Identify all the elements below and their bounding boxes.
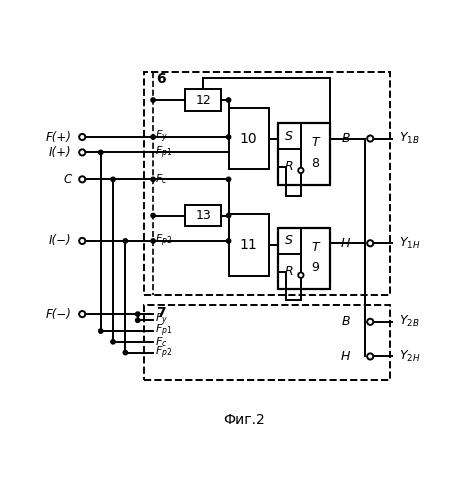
Circle shape [151,239,155,243]
Circle shape [227,214,231,218]
Text: I(−): I(−) [49,234,71,248]
Circle shape [367,318,373,325]
Text: S: S [286,130,293,142]
Circle shape [227,177,231,182]
Circle shape [136,318,140,322]
Text: $Y_{1B}$: $Y_{1B}$ [399,131,420,146]
Text: $F_y$: $F_y$ [155,129,169,145]
Circle shape [151,135,155,139]
Text: F(+): F(+) [46,130,71,143]
Text: B: B [341,132,350,145]
Text: B: B [341,316,350,328]
Text: 10: 10 [240,132,258,145]
Bar [278,228,330,290]
Bar [186,205,221,227]
Circle shape [99,329,103,333]
Text: Фиг.2: Фиг.2 [223,414,265,428]
Circle shape [123,350,128,355]
Text: T: T [312,136,319,149]
Text: R: R [285,160,294,173]
Circle shape [111,340,115,344]
Text: $F_{p2}$: $F_{p2}$ [155,233,173,249]
Circle shape [367,354,373,360]
Circle shape [123,239,128,243]
Text: $F_{p2}$: $F_{p2}$ [155,344,173,361]
Text: F(−): F(−) [46,308,71,320]
Bar [144,305,390,380]
Circle shape [151,98,155,102]
Bar [228,108,268,170]
Bar [228,214,268,276]
Circle shape [79,238,85,244]
Circle shape [227,98,231,102]
Text: 7: 7 [156,306,166,320]
Circle shape [367,240,373,246]
Text: H: H [341,350,350,363]
Text: I(+): I(+) [49,146,71,159]
Circle shape [79,134,85,140]
Text: 13: 13 [195,209,211,222]
Circle shape [79,176,85,182]
Text: C: C [63,173,71,186]
Text: R: R [285,265,294,278]
Text: S: S [286,234,293,248]
Circle shape [298,168,304,173]
Text: 6: 6 [156,72,166,86]
Text: T: T [312,241,319,254]
Bar [144,72,390,295]
Circle shape [151,214,155,218]
Bar [278,123,330,184]
Circle shape [136,312,140,316]
Text: 8: 8 [311,156,319,170]
Text: 12: 12 [195,94,211,106]
Circle shape [367,136,373,141]
Circle shape [227,239,231,243]
Text: $Y_{2H}$: $Y_{2H}$ [399,349,421,364]
Circle shape [99,150,103,154]
Bar [186,90,221,111]
Text: 11: 11 [240,238,258,252]
Text: $F_y$: $F_y$ [155,312,169,328]
Circle shape [298,272,304,278]
Circle shape [227,135,231,139]
Circle shape [111,177,115,182]
Text: $F_{p1}$: $F_{p1}$ [155,323,173,339]
Text: $Y_{2B}$: $Y_{2B}$ [399,314,420,330]
Circle shape [79,150,85,156]
Circle shape [151,177,155,182]
Text: 9: 9 [312,262,319,274]
Text: $F_c$: $F_c$ [155,172,168,186]
Text: $F_c$: $F_c$ [155,335,168,348]
Text: H: H [341,237,350,250]
Text: $Y_{1H}$: $Y_{1H}$ [399,236,421,251]
Circle shape [79,311,85,317]
Text: $F_{p1}$: $F_{p1}$ [155,144,173,160]
